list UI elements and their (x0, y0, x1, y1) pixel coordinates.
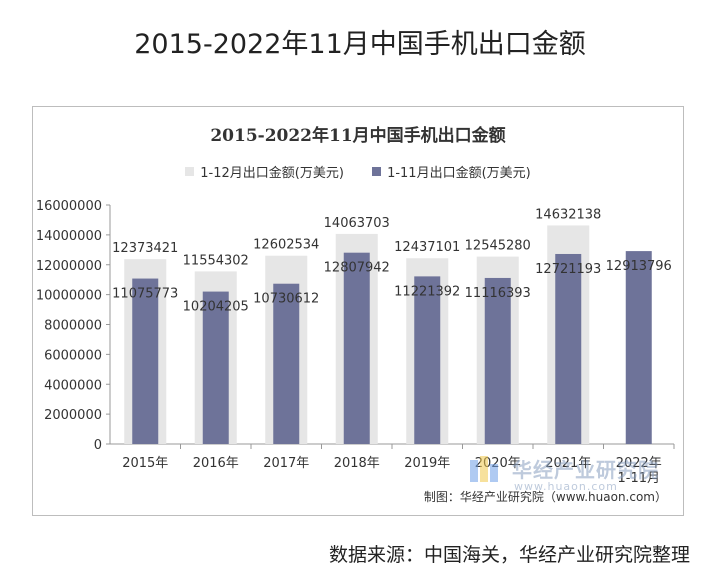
y-tick-label: 10000000 (36, 289, 102, 304)
x-tick-label: 2022年 (616, 456, 662, 471)
bar-jan-nov (273, 283, 300, 444)
y-tick-label: 16000000 (36, 199, 102, 214)
bar-label-annual: 12437101 (394, 240, 460, 255)
page-title: 2015-2022年11月中国手机出口金额 (134, 29, 586, 60)
legend-label-annual: 1-12月出口金额(万美元) (200, 166, 344, 181)
bar-label-annual: 14063703 (324, 216, 390, 231)
bar-label-annual: 12373421 (112, 241, 178, 256)
y-tick-label: 4000000 (44, 378, 102, 393)
bar-jan-nov (625, 251, 652, 444)
bar-label-jan-nov: 10730612 (253, 292, 319, 307)
data-source-note: 数据来源：中国海关，华经产业研究院整理 (328, 544, 690, 566)
bar-jan-nov (414, 276, 441, 444)
legend-item-annual: 1-12月出口金额(万美元) (185, 162, 344, 181)
chart-credit: 制图：华经产业研究院（www.huaon.com） (423, 490, 667, 504)
x-tick-label: 2017年 (263, 456, 309, 471)
bar-label-annual: 11554302 (183, 253, 249, 268)
bar-jan-nov (484, 277, 511, 444)
bar-label-annual: 14632138 (535, 207, 601, 222)
chart-legend: 1-12月出口金额(万美元) 1-11月出口金额(万美元) (33, 162, 683, 181)
bar-label-jan-nov: 12807942 (324, 261, 390, 276)
legend-item-jan-nov: 1-11月出口金额(万美元) (372, 162, 531, 181)
x-tick-label: 2019年 (404, 456, 450, 471)
chart-title: 2015-2022年11月中国手机出口金额 (210, 126, 506, 146)
x-tick-label: 1-11月 (617, 471, 660, 486)
bar-label-jan-nov: 11075773 (112, 287, 178, 302)
bar-label-jan-nov: 10204205 (183, 300, 249, 315)
bar-label-annual: 12545280 (465, 239, 531, 254)
x-tick-label: 2018年 (334, 456, 380, 471)
bar-jan-nov (555, 253, 582, 444)
bar-jan-nov (343, 252, 370, 444)
watermark: 华经产业研究院 www.huaon.com (470, 456, 670, 496)
bar-jan-nov (202, 291, 229, 444)
x-tick-label: 2016年 (193, 456, 239, 471)
x-tick-label: 2015年 (122, 456, 168, 471)
bar-jan-nov (132, 278, 159, 444)
watermark-text: 华经产业研究院 (512, 458, 659, 482)
legend-swatch-annual (185, 167, 195, 176)
bar-label-annual: 12602534 (253, 238, 319, 253)
y-tick-label: 0 (94, 438, 102, 453)
y-tick-label: 12000000 (36, 259, 102, 274)
watermark-subtext: www.huaon.com (514, 480, 618, 493)
legend-label-jan-nov: 1-11月出口金额(万美元) (387, 166, 531, 181)
bar-label-jan-nov: 12913796 (606, 259, 672, 274)
y-tick-label: 6000000 (44, 348, 102, 363)
y-tick-label: 14000000 (36, 229, 102, 244)
watermark-logo-bar (480, 456, 488, 482)
bar-label-jan-nov: 11116393 (465, 286, 531, 301)
y-tick-label: 8000000 (44, 319, 102, 334)
y-tick-label: 2000000 (44, 408, 102, 423)
bar-label-jan-nov: 11221392 (394, 284, 460, 299)
bar-label-jan-nov: 12721193 (535, 262, 601, 277)
x-tick-label: 2021年 (545, 456, 591, 471)
watermark-logo-bar (490, 464, 498, 482)
legend-swatch-jan-nov (372, 167, 382, 176)
watermark-logo-bar (470, 460, 478, 482)
